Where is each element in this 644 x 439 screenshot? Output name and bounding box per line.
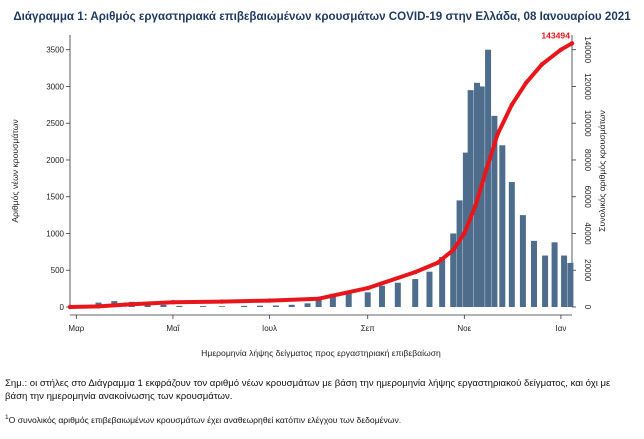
- cumulative-cases-line: [67, 41, 575, 310]
- y-tick-label: 2000: [46, 156, 64, 165]
- y-tick-label: 3500: [46, 46, 64, 55]
- cumulative-point: [413, 269, 418, 275]
- y-tick-label: 3000: [46, 82, 64, 91]
- axis-labels: 0 500 1000 1500 2000 2500 3000 3500 0 20000 40000 6…: [10, 30, 607, 358]
- daily-bar: [364, 292, 371, 307]
- chart-title: Διάγραμμα 1: Αριθμός εργαστηριακά επιβεβ…: [13, 10, 631, 23]
- y2-tick-label: 60000: [583, 186, 592, 209]
- y2-tick-label: 120000: [583, 73, 592, 100]
- cumulative-point: [67, 304, 73, 310]
- daily-bar: [567, 262, 574, 307]
- y2-axis-title: Συνολικός αριθμός κρουσμάτων: [597, 110, 607, 232]
- daily-bar: [530, 240, 537, 307]
- footnote-marker: 1: [5, 414, 9, 421]
- daily-bar: [176, 305, 183, 307]
- daily-bar: [200, 306, 207, 307]
- cumulative-point: [523, 80, 529, 85]
- daily-bar: [551, 242, 558, 307]
- y2-tick-label: 0: [583, 305, 592, 310]
- x-tick-label: Μαρ: [68, 324, 84, 333]
- daily-bar: [426, 271, 433, 307]
- footnote-text: Ο συνολικός αριθμός επιβεβαιωμένων κρουσ…: [8, 414, 402, 425]
- daily-bar: [450, 233, 457, 307]
- x-tick-label: Ιουλ: [262, 324, 277, 333]
- daily-bar: [394, 282, 401, 307]
- y2-tick-label: 80000: [583, 149, 592, 172]
- x-tick-label: Μαΐ: [166, 324, 180, 333]
- daily-bar: [467, 90, 474, 307]
- cumulative-point: [539, 62, 545, 67]
- daily-bar: [329, 293, 336, 307]
- daily-bar: [519, 215, 526, 307]
- daily-bar: [561, 255, 568, 307]
- daily-bar: [378, 285, 385, 307]
- x-tick-label: Νοε: [457, 324, 471, 333]
- cumulative-point: [558, 47, 564, 52]
- daily-bar: [499, 145, 506, 307]
- cumulative-point: [495, 132, 500, 137]
- y2-tick-label: 40000: [583, 222, 592, 245]
- daily-bar: [485, 49, 492, 308]
- y-tick-label: 500: [51, 266, 65, 275]
- cumulative-point: [484, 166, 489, 172]
- daily-bar: [219, 306, 226, 307]
- daily-bar: [478, 86, 485, 307]
- x-tick-label: Ιαν: [555, 324, 566, 333]
- daily-bar: [456, 200, 463, 307]
- y-tick-label: 1500: [46, 193, 64, 202]
- daily-bar: [160, 304, 167, 307]
- cumulative-point: [170, 300, 176, 305]
- y2-tick-label: 100000: [583, 110, 592, 137]
- daily-bar: [315, 298, 322, 307]
- y2-tick-label: 20000: [583, 259, 592, 282]
- y-tick-label: 1000: [46, 229, 64, 238]
- cumulative-point: [569, 41, 575, 46]
- y2-tick-label: 140000: [583, 36, 592, 63]
- cumulative-point: [462, 231, 467, 236]
- cumulative-point: [365, 285, 370, 291]
- chart-note: Σημ.: οι στήλες στο Διάγραμμα 1 εκφράζου…: [5, 378, 611, 402]
- daily-bar: [412, 279, 419, 307]
- cumulative-point: [219, 299, 225, 304]
- cumulative-point: [509, 102, 515, 108]
- cumulative-point: [473, 203, 478, 209]
- daily-bar: [345, 290, 352, 307]
- daily-bar: [508, 182, 515, 307]
- cumulative-point: [316, 296, 321, 301]
- cumulative-line: [68, 41, 574, 309]
- x-tick-label: Σεπ: [361, 324, 376, 333]
- y-axis-title: Αριθμός νέων κρουσμάτων: [10, 119, 20, 222]
- daily-bar: [439, 257, 446, 307]
- y-tick-label: 2500: [46, 119, 64, 128]
- x-axis-title: Ημερομηνία λήψης δείγματος προς εργαστηρ…: [201, 348, 441, 358]
- chart-footnote: 1Ο συνολικός αριθμός επιβεβαιωμένων κρου…: [5, 411, 401, 427]
- daily-bar: [491, 115, 498, 307]
- cumulative-point: [451, 247, 456, 253]
- cumulative-point: [123, 302, 128, 307]
- daily-cases-bars: [79, 49, 574, 308]
- daily-bar: [542, 255, 549, 307]
- daily-bar: [304, 303, 311, 307]
- daily-bar: [241, 305, 248, 307]
- cumulative-point: [96, 304, 101, 309]
- y-tick-label: 0: [60, 303, 65, 312]
- daily-bar: [272, 305, 279, 307]
- cumulative-total-label: 143494: [541, 30, 570, 40]
- daily-bar: [257, 305, 264, 307]
- cumulative-point: [267, 298, 272, 303]
- daily-bar: [288, 304, 295, 307]
- cumulative-point: [435, 260, 440, 266]
- covid-chart: 0 500 1000 1500 2000 2500 3000 3500 0 20000 40000 6…: [10, 30, 607, 358]
